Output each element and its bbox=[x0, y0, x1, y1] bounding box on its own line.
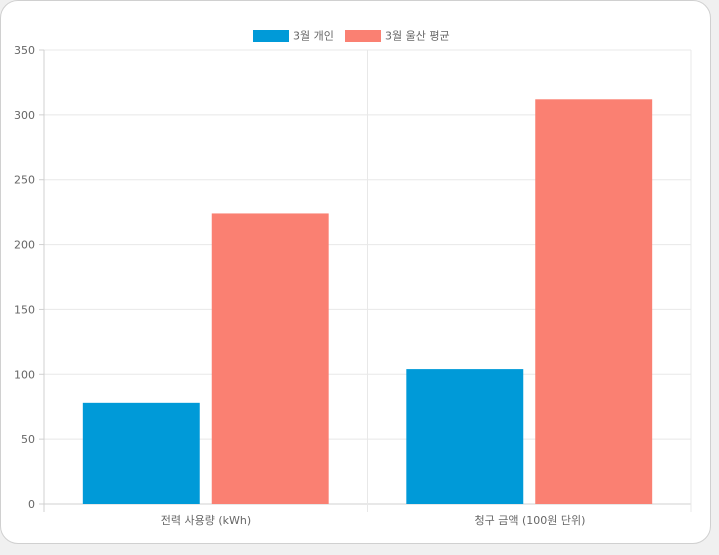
bar-personal-1[interactable] bbox=[406, 369, 524, 504]
y-tick-label: 100 bbox=[14, 368, 35, 381]
x-category-label-power-usage: 전력 사용량 (kWh) bbox=[161, 514, 251, 527]
bar-chart: 3월 개인 3월 울산 평균 0 50 100 150 200 250 300 350 전력 … bbox=[14, 30, 692, 527]
y-tick-label: 200 bbox=[14, 239, 35, 252]
y-tick-label: 50 bbox=[21, 433, 35, 446]
bar-ulsan-average-1[interactable] bbox=[535, 99, 653, 504]
legend: 3월 개인 3월 울산 평균 bbox=[253, 30, 450, 43]
y-tick-label: 350 bbox=[14, 44, 35, 57]
legend-swatch-personal[interactable] bbox=[253, 30, 289, 42]
chart-card: 3월 개인 3월 울산 평균 0 50 100 150 200 250 300 350 전력 … bbox=[0, 0, 711, 544]
legend-label-personal[interactable]: 3월 개인 bbox=[293, 30, 334, 43]
y-tick-label: 250 bbox=[14, 174, 35, 187]
bars bbox=[82, 99, 653, 504]
x-axis: 전력 사용량 (kWh) 청구 금액 (100원 단위) bbox=[161, 514, 586, 527]
y-tick-label: 0 bbox=[28, 498, 35, 511]
y-axis: 0 50 100 150 200 250 300 350 bbox=[14, 44, 35, 511]
legend-swatch-ulsan-average[interactable] bbox=[345, 30, 381, 42]
y-tick-label: 300 bbox=[14, 109, 35, 122]
x-category-label-billing-amount: 청구 금액 (100원 단위) bbox=[475, 514, 586, 527]
legend-label-ulsan-average[interactable]: 3월 울산 평균 bbox=[385, 30, 450, 43]
bar-ulsan-average-0[interactable] bbox=[211, 213, 329, 504]
y-tick-label: 150 bbox=[14, 303, 35, 316]
bar-personal-0[interactable] bbox=[82, 402, 200, 504]
